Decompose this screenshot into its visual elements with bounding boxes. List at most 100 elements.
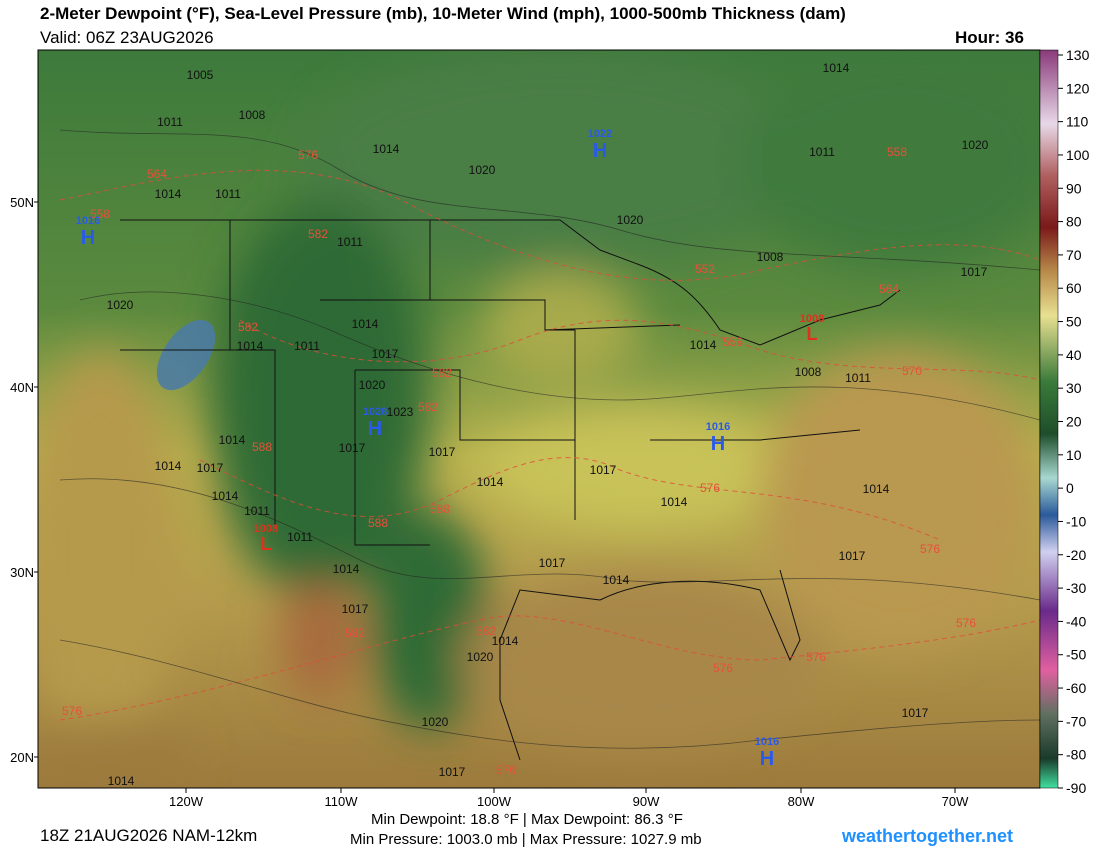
isobar-label: 1014 xyxy=(219,433,246,447)
isobar-label: 1017 xyxy=(439,765,466,779)
colorbar-label: 110 xyxy=(1066,114,1089,130)
isobar-label: 1011 xyxy=(244,504,270,518)
borders xyxy=(120,219,901,761)
high-pressure-symbol: H xyxy=(593,140,607,162)
isobar-label: 1020 xyxy=(617,213,644,227)
thickness-label: 552 xyxy=(695,262,715,276)
thickness-label: 558 xyxy=(723,335,743,349)
axes: 1301201101009080706050403020100-10-20-30… xyxy=(10,47,1089,809)
longitude-label: 110W xyxy=(325,794,359,809)
colorbar-label: 0 xyxy=(1066,480,1074,496)
thickness-label: 558 xyxy=(90,207,110,221)
thickness-label: 582 xyxy=(345,626,365,640)
thickness-label: 576 xyxy=(298,148,318,162)
colorbar-label: 90 xyxy=(1066,180,1082,196)
isobar-label: 1011 xyxy=(294,339,320,353)
isobar-label: 1014 xyxy=(155,187,182,201)
isobar-label: 1020 xyxy=(359,378,386,392)
field-shading xyxy=(38,50,1040,788)
isobar-label: 1020 xyxy=(467,650,494,664)
thickness-label: 564 xyxy=(147,167,167,181)
isobar-label: 1017 xyxy=(590,463,617,477)
thickness-label: 576 xyxy=(700,481,720,495)
colorbar-label: -30 xyxy=(1066,580,1086,596)
low-pressure-symbol: L xyxy=(261,534,272,554)
isobar-label: 1023 xyxy=(387,405,414,419)
model-run: 18Z 21AUG2026 NAM-12km xyxy=(40,826,258,845)
high-pressure-value: 1016 xyxy=(706,421,730,433)
isobar-label: 1014 xyxy=(863,482,890,496)
thickness-label: 588 xyxy=(430,502,450,516)
isobar-label: 1011 xyxy=(215,187,241,201)
latitude-label: 40N xyxy=(10,380,34,395)
colorbar-label: -60 xyxy=(1066,680,1086,696)
isobar-label: 1008 xyxy=(757,250,784,264)
site-credit: weathertogether.net xyxy=(842,826,1014,846)
colorbar-label: 100 xyxy=(1066,147,1090,163)
isobar-label: 1011 xyxy=(337,235,363,249)
thickness-label: 576 xyxy=(920,542,940,556)
thickness-label: 576 xyxy=(713,661,733,675)
isobar-label: 1020 xyxy=(469,163,496,177)
high-pressure-symbol: H xyxy=(81,227,95,249)
high-pressure-symbol: H xyxy=(760,748,774,770)
thickness-label: 582 xyxy=(418,400,438,414)
high-pressure-symbol: H xyxy=(711,433,725,455)
isobar-label: 1017 xyxy=(539,556,566,570)
isobar-label: 1005 xyxy=(187,68,214,82)
colorbar-label: 20 xyxy=(1066,414,1082,430)
isobar-label: 1014 xyxy=(373,142,400,156)
low-dewpoint-area xyxy=(156,319,216,391)
isobar-label: 1008 xyxy=(239,108,266,122)
colorbar-label: 30 xyxy=(1066,380,1082,396)
thickness-label: 576 xyxy=(62,704,82,718)
isobar-label: 1017 xyxy=(372,347,399,361)
isobar-label: 1014 xyxy=(212,489,239,503)
isobar-label: 1011 xyxy=(287,530,313,544)
colorbar-label: -80 xyxy=(1066,747,1086,763)
isobar-label: 1014 xyxy=(603,573,630,587)
high-pressure-value: 1022 xyxy=(588,128,612,140)
map-field: 1005 1011 1008 1014 1014 1011 1020 1014 1020 1011… xyxy=(38,50,1040,788)
isobar-label: 1011 xyxy=(809,145,835,159)
isobar-label: 1017 xyxy=(839,549,866,563)
isobar-label: 1020 xyxy=(107,298,134,312)
isobar-label: 1017 xyxy=(902,706,929,720)
thickness-label: 582 xyxy=(238,320,258,334)
isobar-label: 1020 xyxy=(962,138,989,152)
low-pressure-symbol: L xyxy=(807,324,818,344)
low-pressure-value: 1008 xyxy=(254,523,278,535)
isobar-label: 1014 xyxy=(333,562,360,576)
colorbar-label: -50 xyxy=(1066,647,1086,663)
isobar-label: 1014 xyxy=(155,459,182,473)
colorbar-label: 70 xyxy=(1066,247,1082,263)
colorbar-label: 50 xyxy=(1066,314,1082,330)
isobar-label: 1014 xyxy=(108,774,135,788)
isobar-label: 1017 xyxy=(429,445,456,459)
pressure-stats: Min Pressure: 1003.0 mb | Max Pressure: … xyxy=(350,831,702,848)
latitude-label: 30N xyxy=(10,565,34,580)
thickness-label: 558 xyxy=(887,145,907,159)
isobar-label: 1014 xyxy=(690,338,717,352)
colorbar-label: -70 xyxy=(1066,713,1086,729)
isobar-label: 1017 xyxy=(342,602,369,616)
isobar-label: 1008 xyxy=(795,365,822,379)
isobar-label: 1014 xyxy=(492,634,519,648)
forecast-hour: Hour: 36 xyxy=(955,28,1024,47)
thickness-label: 588 xyxy=(368,516,388,530)
colorbar-label: 130 xyxy=(1066,47,1090,63)
latitude-label: 20N xyxy=(10,750,34,765)
isobar-label: 1017 xyxy=(339,441,366,455)
high-pressure-value: 1016 xyxy=(76,215,100,227)
isobar-label: 1011 xyxy=(845,371,871,385)
thickness-label: 588 xyxy=(252,440,272,454)
high-pressure-value: 1016 xyxy=(755,736,779,748)
latitude-label: 50N xyxy=(10,195,34,210)
dewpoint-stats: Min Dewpoint: 18.8 °F | Max Dewpoint: 86… xyxy=(371,811,683,828)
thickness-label: 576 xyxy=(956,616,976,630)
high-pressure-value: 1028 xyxy=(363,406,387,418)
colorbar-label: -40 xyxy=(1066,613,1086,629)
isobar-label: 1014 xyxy=(823,61,850,75)
